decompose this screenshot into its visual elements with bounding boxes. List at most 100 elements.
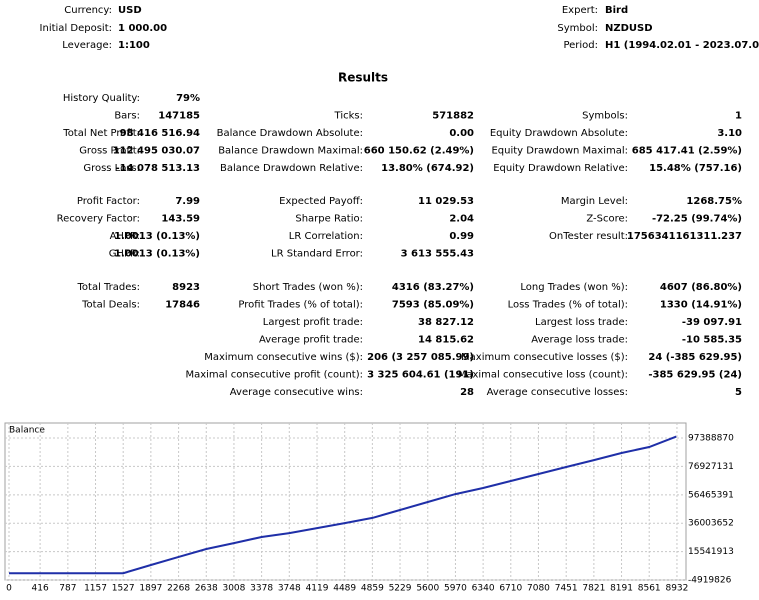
stat-label: Total Trades: bbox=[77, 282, 141, 293]
stat-value: -10 585.35 bbox=[682, 335, 742, 346]
stat-label: Loss Trades (% of total): bbox=[508, 300, 628, 311]
stat-label: Largest profit trade: bbox=[263, 317, 363, 328]
stat-value: 28 bbox=[460, 387, 474, 398]
stat-label: Maximal consecutive profit (count): bbox=[185, 370, 363, 381]
x-tick-label: 5600 bbox=[416, 584, 439, 594]
x-tick-label: 6710 bbox=[499, 584, 522, 594]
stat-value: -385 629.95 (24) bbox=[648, 370, 742, 381]
stat-value: 7.99 bbox=[175, 196, 200, 207]
stat-value: 1 bbox=[735, 111, 742, 122]
x-tick-label: 2638 bbox=[195, 584, 218, 594]
stat-value: 79% bbox=[176, 93, 200, 104]
stat-value: 15.48% (757.16) bbox=[649, 163, 742, 174]
header-label: Symbol: bbox=[557, 23, 598, 34]
y-tick-label: 97388870 bbox=[688, 434, 734, 444]
stat-label: Largest loss trade: bbox=[535, 317, 628, 328]
stat-value: 660 150.62 (2.49%) bbox=[364, 146, 474, 157]
x-tick-label: 2268 bbox=[167, 584, 190, 594]
y-tick-label: 56465391 bbox=[688, 490, 734, 500]
stat-label: Maximal consecutive loss (count): bbox=[458, 370, 628, 381]
x-tick-label: 3748 bbox=[278, 584, 301, 594]
y-tick-label: 36003652 bbox=[688, 519, 734, 529]
header-label: Expert: bbox=[562, 5, 598, 16]
stat-value: 143.59 bbox=[161, 214, 200, 225]
x-tick-label: 0 bbox=[6, 584, 12, 594]
stat-value: 8923 bbox=[172, 282, 200, 293]
stat-label: Long Trades (won %): bbox=[520, 282, 628, 293]
x-tick-label: 8932 bbox=[665, 584, 688, 594]
x-tick-label: 7080 bbox=[527, 584, 550, 594]
x-tick-label: 4859 bbox=[361, 584, 384, 594]
stat-label: LR Standard Error: bbox=[271, 249, 363, 260]
stat-label: Balance Drawdown Relative: bbox=[220, 163, 363, 174]
stat-value: 38 827.12 bbox=[418, 317, 474, 328]
stat-label: Maximum consecutive losses ($): bbox=[461, 352, 628, 363]
stat-value: 1.0013 (0.13%) bbox=[114, 231, 200, 242]
stat-label: Average consecutive wins: bbox=[230, 387, 363, 398]
stat-value: 1268.75% bbox=[686, 196, 742, 207]
stat-value: 3.10 bbox=[717, 128, 742, 139]
stat-label: Profit Factor: bbox=[77, 196, 140, 207]
y-tick-label: -4919826 bbox=[688, 576, 732, 586]
stat-label: Profit Trades (% of total): bbox=[238, 300, 363, 311]
stat-label: Sharpe Ratio: bbox=[295, 214, 363, 225]
stat-value: 685 417.41 (2.59%) bbox=[632, 146, 742, 157]
x-tick-label: 5970 bbox=[444, 584, 467, 594]
header-value: 1 000.00 bbox=[118, 23, 167, 34]
stat-label: Total Deals: bbox=[81, 300, 140, 311]
stat-value: 3 325 604.61 (191) bbox=[367, 370, 474, 381]
stat-label: Balance Drawdown Absolute: bbox=[217, 128, 363, 139]
stat-label: Z-Score: bbox=[586, 214, 628, 225]
stat-value: 0.99 bbox=[449, 231, 474, 242]
x-tick-label: 7451 bbox=[555, 584, 578, 594]
stat-label: Average profit trade: bbox=[259, 335, 363, 346]
balance-line bbox=[9, 435, 677, 575]
stat-label: Average consecutive losses: bbox=[487, 387, 628, 398]
stat-label: Equity Drawdown Maximal: bbox=[491, 146, 628, 157]
y-tick-label: 76927131 bbox=[688, 462, 734, 472]
chart-frame bbox=[4, 422, 687, 581]
y-tick-label: 15541913 bbox=[688, 547, 734, 557]
x-tick-label: 3008 bbox=[222, 584, 245, 594]
stat-value: 112 495 030.07 bbox=[113, 146, 200, 157]
stat-value: 11 029.53 bbox=[418, 196, 474, 207]
stat-value: 1756341161311.237 bbox=[627, 231, 742, 242]
header-value: H1 (1994.02.01 - 2023.07.05) bbox=[605, 40, 759, 51]
stat-label: OnTester result: bbox=[549, 231, 628, 242]
stat-label: Recovery Factor: bbox=[57, 214, 140, 225]
stat-label: Expected Payoff: bbox=[279, 196, 363, 207]
stat-label: Ticks: bbox=[334, 111, 363, 122]
x-tick-label: 8561 bbox=[638, 584, 661, 594]
stat-label: AHPR: bbox=[110, 231, 140, 242]
stat-label: Maximum consecutive wins ($): bbox=[204, 352, 363, 363]
stat-value: 13.80% (674.92) bbox=[381, 163, 474, 174]
stat-value: 7593 (85.09%) bbox=[392, 300, 474, 311]
stat-label: Short Trades (won %): bbox=[253, 282, 363, 293]
stat-value: 14 815.62 bbox=[418, 335, 474, 346]
chart-title: Balance bbox=[9, 426, 45, 436]
stat-label: GHPR: bbox=[109, 249, 140, 260]
stat-label: Average loss trade: bbox=[531, 335, 628, 346]
stat-label: Margin Level: bbox=[561, 196, 628, 207]
stat-label: Balance Drawdown Maximal: bbox=[218, 146, 363, 157]
x-tick-label: 8191 bbox=[610, 584, 633, 594]
x-tick-label: 7821 bbox=[582, 584, 605, 594]
stat-value: 0.00 bbox=[449, 128, 474, 139]
stat-value: 206 (3 257 085.99) bbox=[367, 352, 474, 363]
header-label: Leverage: bbox=[62, 40, 112, 51]
stat-value: 4607 (86.80%) bbox=[660, 282, 742, 293]
stat-label: History Quality: bbox=[63, 93, 140, 104]
stat-value: 98 416 516.94 bbox=[120, 128, 200, 139]
results-title: Results bbox=[338, 71, 388, 85]
x-tick-label: 1527 bbox=[112, 584, 135, 594]
x-tick-label: 416 bbox=[32, 584, 49, 594]
x-tick-label: 4489 bbox=[333, 584, 356, 594]
x-tick-label: 787 bbox=[59, 584, 76, 594]
header-label: Initial Deposit: bbox=[40, 23, 112, 34]
stat-value: 5 bbox=[735, 387, 742, 398]
stat-label: Equity Drawdown Absolute: bbox=[490, 128, 628, 139]
x-tick-label: 5229 bbox=[389, 584, 412, 594]
stat-value: 24 (-385 629.95) bbox=[648, 352, 742, 363]
stat-value: 571882 bbox=[432, 111, 474, 122]
